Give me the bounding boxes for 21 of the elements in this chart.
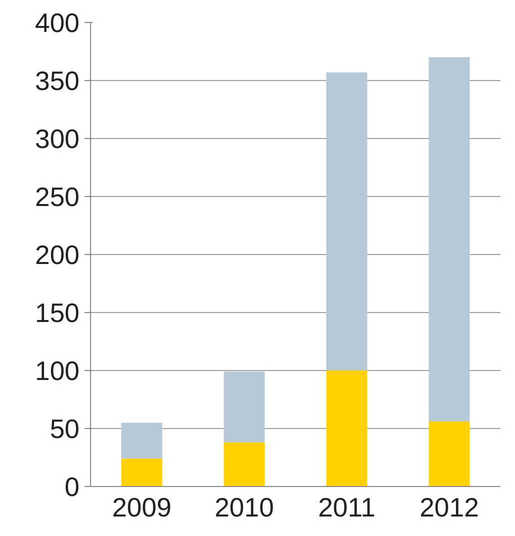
bar xyxy=(121,422,162,459)
bar xyxy=(428,57,470,422)
bar xyxy=(326,72,368,370)
bar xyxy=(121,458,162,486)
x-tick-label: 2009 xyxy=(112,492,172,522)
y-tick-label: 250 xyxy=(35,182,80,212)
bar xyxy=(326,370,368,486)
bar xyxy=(428,422,470,486)
y-tick-label: 400 xyxy=(35,8,80,38)
x-tick-label: 2010 xyxy=(214,492,274,522)
x-tick-label: 2011 xyxy=(318,492,376,522)
bar xyxy=(224,372,265,442)
y-tick-label: 0 xyxy=(64,472,80,502)
x-tick-label: 2012 xyxy=(420,492,479,522)
y-tick-label: 350 xyxy=(35,66,80,96)
y-tick-label: 200 xyxy=(35,240,80,270)
bar xyxy=(224,442,265,486)
y-tick-label: 50 xyxy=(50,414,80,444)
y-tick-label: 150 xyxy=(35,298,80,328)
y-tick-label: 100 xyxy=(35,356,80,386)
y-tick-label: 300 xyxy=(35,124,80,154)
